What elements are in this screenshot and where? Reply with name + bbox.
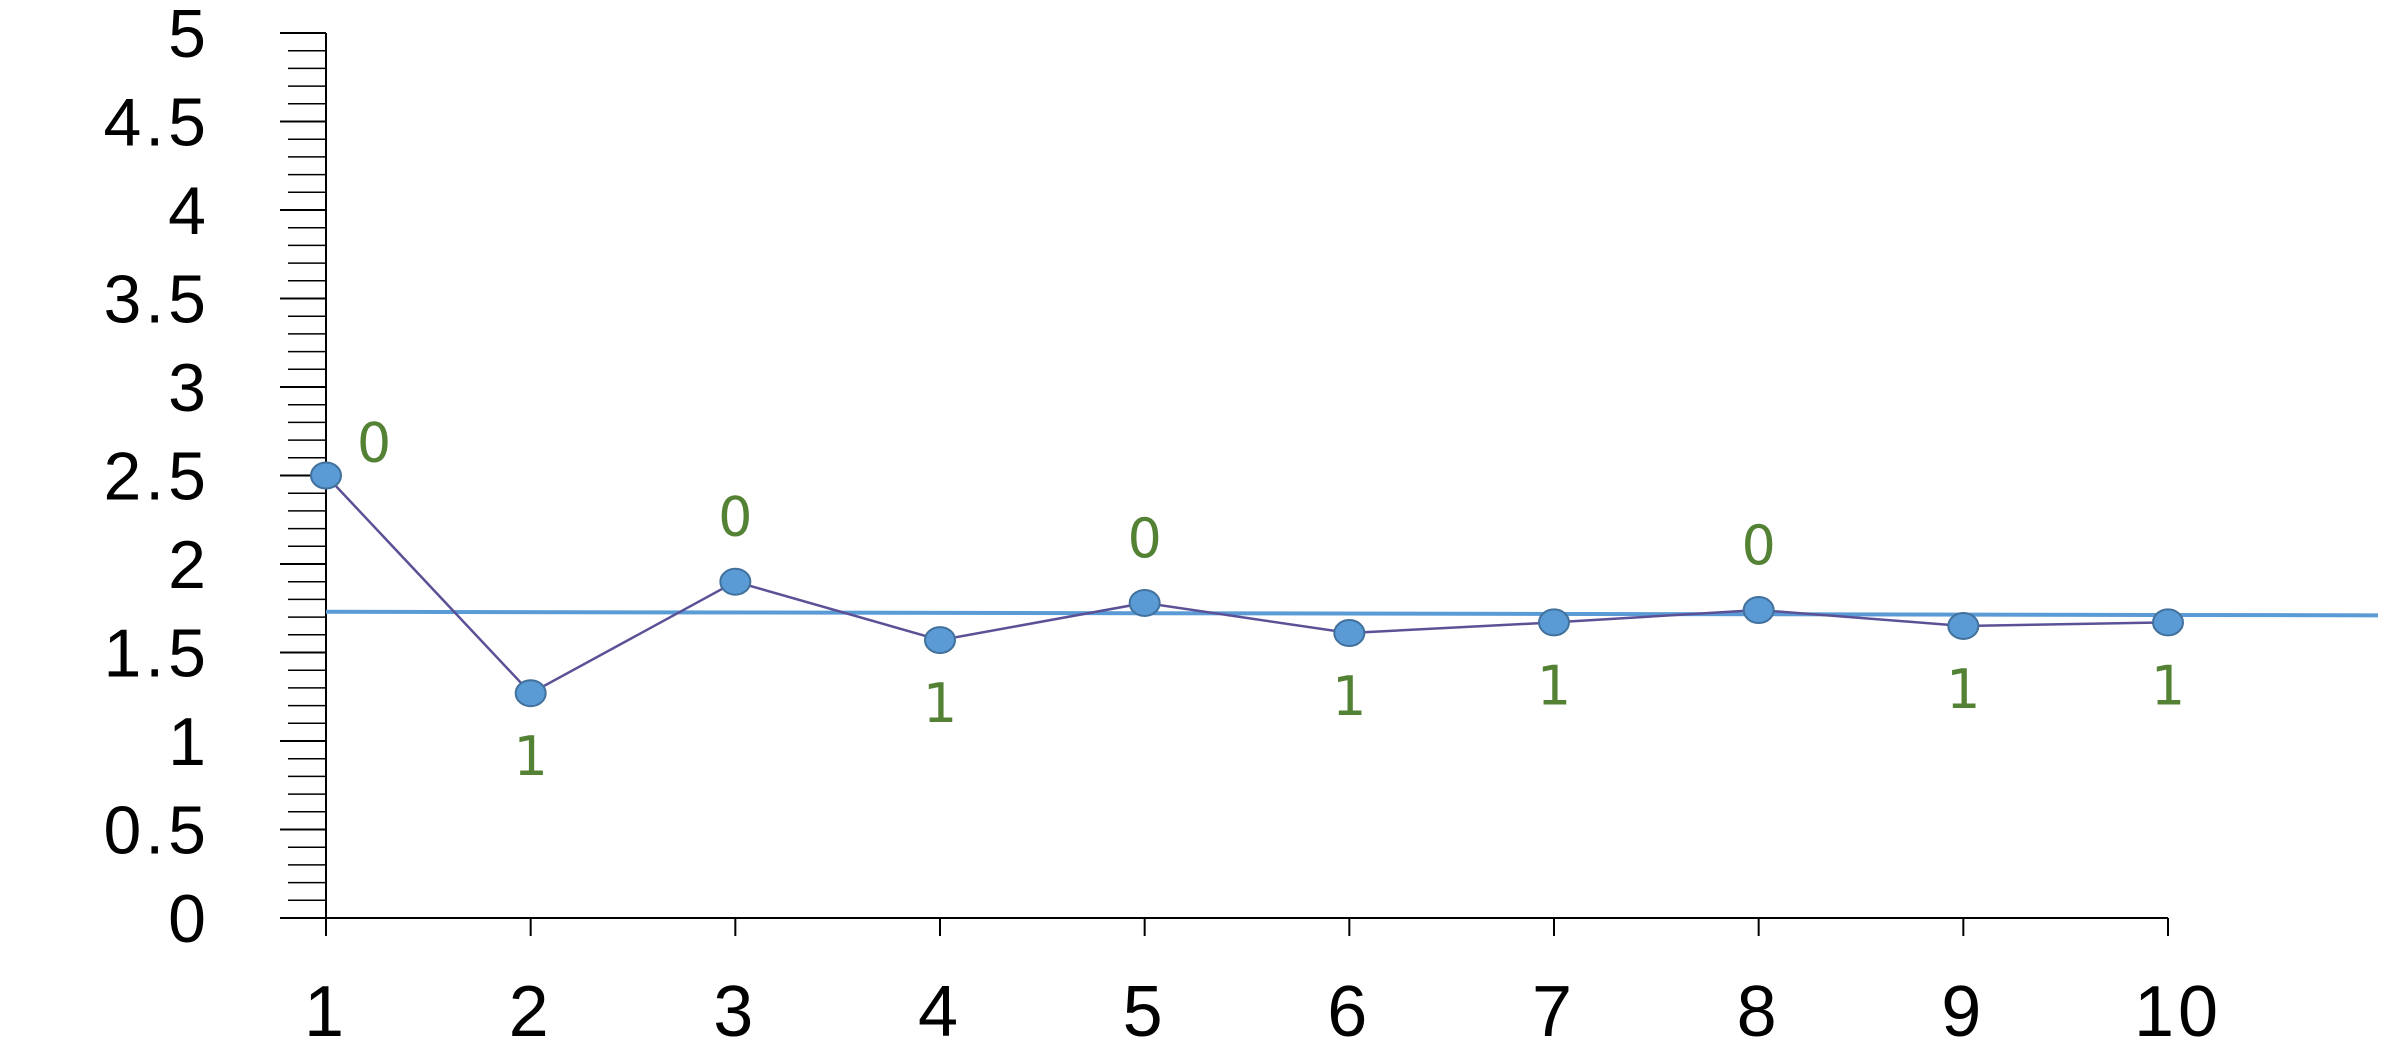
x-tick-label: 6 bbox=[1327, 972, 1371, 1042]
data-labels-group: 0 1 0 1 0 1 1 0 1 1 bbox=[357, 412, 2185, 789]
data-label: 1 bbox=[1332, 665, 1366, 728]
y-tick-label: 5 bbox=[168, 0, 210, 72]
data-label: 1 bbox=[2151, 654, 2185, 717]
y-tick-label: 4.5 bbox=[103, 85, 210, 161]
y-tick-label: 1 bbox=[168, 704, 210, 780]
data-label: 0 bbox=[1741, 514, 1775, 577]
axes: 00.511.522.533.544.551 2 3 4 5 6 7 8 9 10 bbox=[103, 0, 2222, 1042]
y-tick-label: 2 bbox=[168, 527, 210, 603]
data-point bbox=[1128, 588, 1161, 617]
reference-line bbox=[325, 609, 2379, 618]
y-tick-label: 2.5 bbox=[103, 439, 210, 515]
y-tick-label: 1.5 bbox=[103, 616, 210, 692]
x-tick-label: 7 bbox=[1532, 972, 1576, 1042]
data-point bbox=[2152, 608, 2184, 637]
data-point bbox=[1538, 608, 1570, 637]
data-point bbox=[1947, 611, 1980, 640]
data-label: 0 bbox=[718, 486, 752, 549]
y-tick-label: 0 bbox=[168, 881, 210, 957]
y-tick-label: 3 bbox=[168, 350, 210, 426]
data-label: 0 bbox=[357, 412, 391, 475]
y-tick-label: 0.5 bbox=[103, 793, 210, 869]
data-label: 0 bbox=[1127, 507, 1161, 570]
x-tick-label: 2 bbox=[509, 972, 553, 1042]
data-label: 1 bbox=[923, 672, 957, 735]
x-tick-label: 1 bbox=[304, 972, 348, 1042]
y-tick-label: 4 bbox=[168, 173, 210, 249]
data-point bbox=[924, 626, 956, 655]
x-tick-label: 10 bbox=[2134, 972, 2222, 1042]
data-label: 1 bbox=[513, 725, 547, 788]
data-point bbox=[1742, 596, 1775, 625]
x-tick-label: 5 bbox=[1123, 972, 1167, 1042]
x-tick-label: 9 bbox=[1941, 972, 1985, 1042]
data-point bbox=[1333, 619, 1366, 648]
y-tick-label: 3.5 bbox=[103, 262, 210, 338]
series-line bbox=[325, 474, 2169, 695]
x-tick-label: 4 bbox=[918, 972, 962, 1042]
x-tick-label: 8 bbox=[1737, 972, 1781, 1042]
data-point bbox=[514, 679, 547, 708]
data-label: 1 bbox=[1537, 654, 1571, 717]
data-point bbox=[310, 461, 342, 490]
x-tick-label: 3 bbox=[713, 972, 757, 1042]
reference-line-group bbox=[325, 609, 2379, 618]
data-point bbox=[719, 567, 752, 596]
series-group bbox=[310, 461, 2184, 708]
data-label: 1 bbox=[1946, 658, 1980, 721]
